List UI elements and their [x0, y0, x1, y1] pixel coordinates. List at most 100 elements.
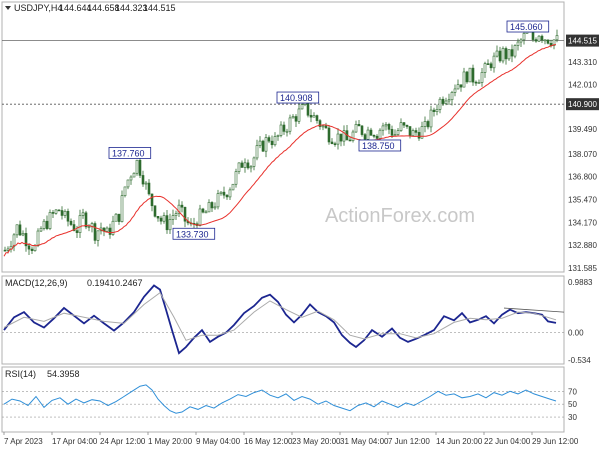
candle [429, 105, 433, 133]
candle [423, 116, 427, 133]
candle-body [510, 49, 514, 57]
candle-body [504, 48, 508, 60]
candle-body [246, 162, 250, 169]
candle [210, 201, 214, 212]
candle [60, 206, 64, 220]
candle-body [492, 55, 496, 69]
candle-body [498, 50, 502, 62]
axis-layer: 144.515 143.310 142.010 140.900 139.490 138.0… [3, 34, 599, 446]
candle-body [300, 104, 304, 110]
candle [273, 132, 277, 147]
candle-body [243, 162, 247, 168]
candle-body [483, 63, 487, 73]
candle-body [486, 63, 490, 65]
rsi-title: RSI(14) [5, 369, 36, 379]
candle [462, 67, 466, 88]
candle-body [381, 125, 385, 131]
candle-body [285, 130, 289, 133]
x-tick-label: 7 Jun 12:00 [388, 437, 430, 446]
candle [66, 208, 70, 227]
rsi-tick-label: 50 [568, 400, 577, 409]
candle-body [84, 212, 88, 228]
price-tick-label: 143.310 [568, 58, 597, 67]
annotation-label: 133.730 [176, 229, 209, 239]
candle [117, 213, 121, 225]
candle [165, 210, 169, 234]
macd-header: MACD(12,26,9) 0.1941 0.2467 [5, 278, 143, 288]
candle-body [267, 137, 271, 142]
candle-body [432, 109, 436, 112]
candle-body [342, 130, 346, 142]
rsi-line [3, 384, 557, 414]
candle [555, 29, 559, 43]
candle-body [36, 230, 40, 246]
candle [516, 38, 520, 51]
candle-body [12, 234, 16, 247]
candle [327, 125, 331, 145]
candle-body [63, 210, 67, 216]
candle [228, 187, 232, 201]
candle-body [450, 92, 454, 101]
candle-body [543, 39, 547, 42]
candle [333, 141, 337, 147]
candle [312, 112, 316, 118]
candle-body [51, 212, 55, 214]
candle [417, 127, 421, 141]
candle [144, 180, 148, 190]
candle [318, 119, 322, 130]
candle-body [75, 230, 79, 233]
candle-body [387, 124, 391, 130]
candle-body [69, 220, 73, 225]
ohlc-close: 144.515 [143, 3, 176, 13]
candle-body [534, 39, 538, 42]
price-tick-label: 132.880 [568, 241, 597, 250]
candle-body [411, 130, 415, 137]
x-tick-label: 7 Apr 2023 [4, 437, 43, 446]
x-tick-label: 24 Apr 12:00 [100, 437, 146, 446]
candle-body [198, 208, 202, 226]
candle-body [546, 39, 550, 44]
annotation-label: 138.750 [362, 141, 395, 151]
price-annotation: 145.060 [506, 20, 550, 33]
candle-body [366, 129, 370, 140]
candle-body [120, 195, 124, 222]
candle-body [258, 140, 262, 146]
candle-body [399, 122, 403, 131]
candle-body [93, 223, 97, 241]
symbol-header: USDJPY,H4 144.644 144.658 144.323 144.51… [5, 3, 176, 13]
candle [246, 159, 250, 170]
candle-body [522, 33, 526, 41]
candle-body [384, 124, 388, 127]
candle [546, 39, 550, 45]
candle-body [96, 230, 100, 241]
candle-body [144, 182, 148, 185]
candle [384, 122, 388, 131]
candle [123, 186, 127, 198]
candle [42, 219, 46, 231]
macd-title: MACD(12,26,9) [5, 278, 68, 288]
candle [81, 208, 85, 219]
candle-body [513, 45, 517, 57]
candle [96, 230, 100, 247]
candle [141, 170, 145, 187]
candle [387, 122, 391, 135]
candle-body [402, 122, 406, 126]
candle [156, 216, 160, 222]
candle [321, 124, 325, 131]
candle-body [132, 172, 136, 178]
candle-body [33, 245, 37, 251]
macd-signal-value: 0.2467 [115, 278, 143, 288]
candle-body [297, 108, 301, 122]
moving-average-line [3, 44, 557, 257]
candle-body [276, 135, 280, 137]
candle [57, 209, 61, 212]
candle [357, 119, 361, 127]
candle-body [24, 233, 28, 247]
candle-body [222, 191, 226, 196]
candle [513, 44, 517, 59]
candle-body [291, 116, 295, 119]
candle [27, 243, 31, 255]
candle [510, 44, 514, 63]
candle [234, 168, 238, 188]
